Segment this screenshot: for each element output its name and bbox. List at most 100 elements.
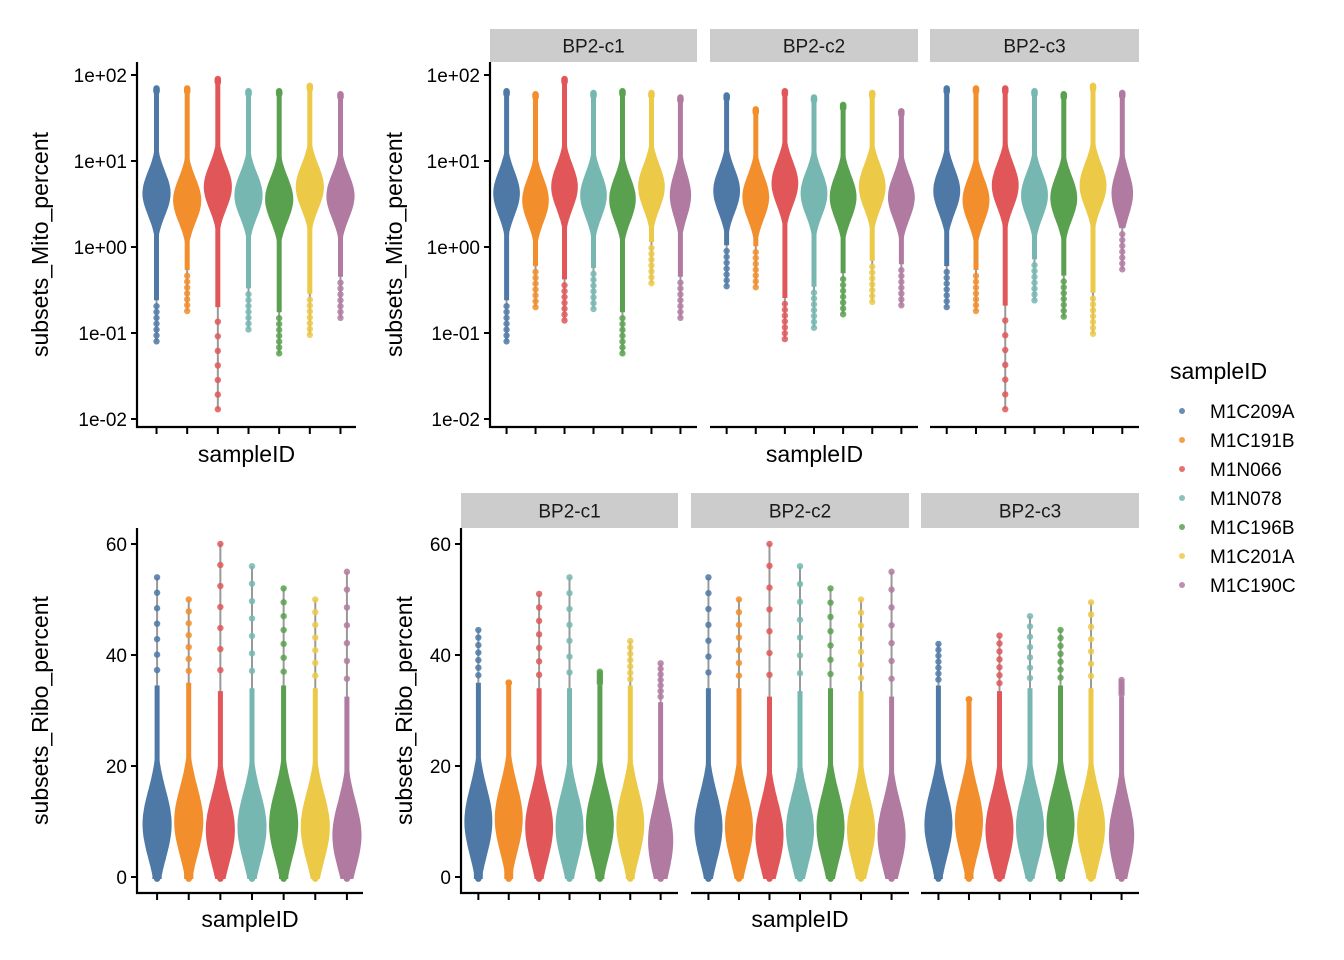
violin-M1C191B <box>174 596 204 900</box>
y-axis-title: subsets_Mito_percent <box>27 131 53 357</box>
outlier-point <box>185 631 192 639</box>
outlier-point <box>972 296 980 303</box>
outlier-point <box>280 654 287 661</box>
outlier-point <box>475 634 482 641</box>
outlier-point <box>312 596 319 603</box>
outlier-point <box>705 589 712 597</box>
outlier-point <box>245 91 252 98</box>
outlier-point <box>475 874 482 881</box>
outlier-point <box>535 644 543 652</box>
outlier-point <box>185 608 192 615</box>
outlier-point <box>898 284 905 291</box>
outlier-point <box>898 296 905 303</box>
outlier-point <box>781 335 789 343</box>
violin-body <box>954 699 983 879</box>
outlier-point <box>888 622 895 629</box>
y-axis-title: subsets_Ribo_percent <box>391 595 417 824</box>
outlier-point <box>839 104 847 112</box>
outlier-point <box>343 675 351 682</box>
outlier-point <box>1087 635 1095 643</box>
outlier-point <box>677 97 684 104</box>
outlier-point <box>996 632 1003 639</box>
outlier-point <box>857 609 865 616</box>
violin-M1C196B <box>609 87 636 434</box>
outlier-point <box>996 640 1003 647</box>
violin-body <box>205 691 235 879</box>
outlier-point <box>1089 324 1097 332</box>
violin-M1C190C <box>326 90 355 434</box>
outlier-point <box>343 568 351 575</box>
violin-M1C190C <box>648 660 674 900</box>
outlier-point <box>752 278 759 285</box>
outlier-point <box>1002 332 1009 339</box>
x-axis-title: sampleID <box>201 906 298 932</box>
outlier-point <box>475 626 482 634</box>
outlier-point <box>839 287 847 295</box>
outlier-point <box>1002 376 1009 383</box>
outlier-point <box>810 324 818 331</box>
outlier-point <box>827 628 834 635</box>
violin-M1C209A <box>493 87 520 434</box>
outlier-point <box>505 679 512 686</box>
outlier-point <box>1119 254 1126 261</box>
outlier-point <box>935 652 942 659</box>
outlier-point <box>590 270 597 278</box>
violin-M1N078 <box>1016 612 1044 900</box>
violin-M1N078 <box>800 94 828 434</box>
violin-M1N078 <box>580 89 607 434</box>
outlier-point <box>619 350 626 357</box>
outlier-point <box>561 282 568 289</box>
outlier-point <box>839 275 847 283</box>
outlier-point <box>972 301 980 309</box>
outlier-point <box>1060 289 1067 297</box>
violin-M1N066 <box>203 75 232 434</box>
y-tick-label: 40 <box>106 646 127 667</box>
violin-M1N078 <box>234 87 263 434</box>
violin-M1N078 <box>555 574 584 900</box>
outlier-point <box>275 338 283 345</box>
legend-label: M1C196B <box>1210 518 1295 539</box>
outlier-point <box>535 658 543 665</box>
outlier-point <box>217 624 224 632</box>
outlier-point <box>561 299 568 307</box>
outlier-point <box>996 648 1003 655</box>
violin-body <box>332 696 362 879</box>
outlier-point <box>1031 285 1038 292</box>
outlier-point <box>935 658 942 665</box>
outlier-point <box>1002 88 1009 95</box>
panel-ribo-overall: 0 20 40 60 subsets_Ribo_percent sampleID <box>27 528 363 932</box>
outlier-point <box>503 308 510 316</box>
outlier-point <box>735 621 743 629</box>
outlier-point <box>869 281 876 288</box>
outlier-point <box>153 605 161 612</box>
x-axis-title: sampleID <box>751 906 848 932</box>
outlier-point <box>153 635 161 643</box>
outlier-point <box>619 91 626 98</box>
outlier-point <box>312 621 319 629</box>
legend-key-M1C209A <box>1179 408 1185 414</box>
legend-label: M1N066 <box>1210 460 1282 481</box>
outlier-point <box>153 620 161 627</box>
outlier-point <box>561 317 568 324</box>
outlier-point <box>1089 85 1097 93</box>
outlier-point <box>1119 230 1126 238</box>
outlier-point <box>781 312 789 319</box>
violin-body <box>847 691 876 879</box>
outlier-point <box>677 291 684 298</box>
outlier-point <box>943 274 950 282</box>
outlier-point <box>343 657 351 665</box>
outlier-point <box>1060 313 1067 320</box>
violin-body <box>580 96 607 268</box>
outlier-point <box>657 671 664 678</box>
outlier-point <box>275 326 283 334</box>
outlier-point <box>503 91 510 98</box>
violin-M1C190C <box>1111 89 1133 434</box>
outlier-point <box>185 620 192 627</box>
outlier-point <box>475 656 482 664</box>
outlier-point <box>1060 284 1067 291</box>
violin-M1C191B <box>522 90 549 434</box>
outlier-point <box>248 615 256 622</box>
outlier-point <box>566 669 573 676</box>
outlier-point <box>827 642 834 649</box>
facet-strip <box>490 29 697 62</box>
